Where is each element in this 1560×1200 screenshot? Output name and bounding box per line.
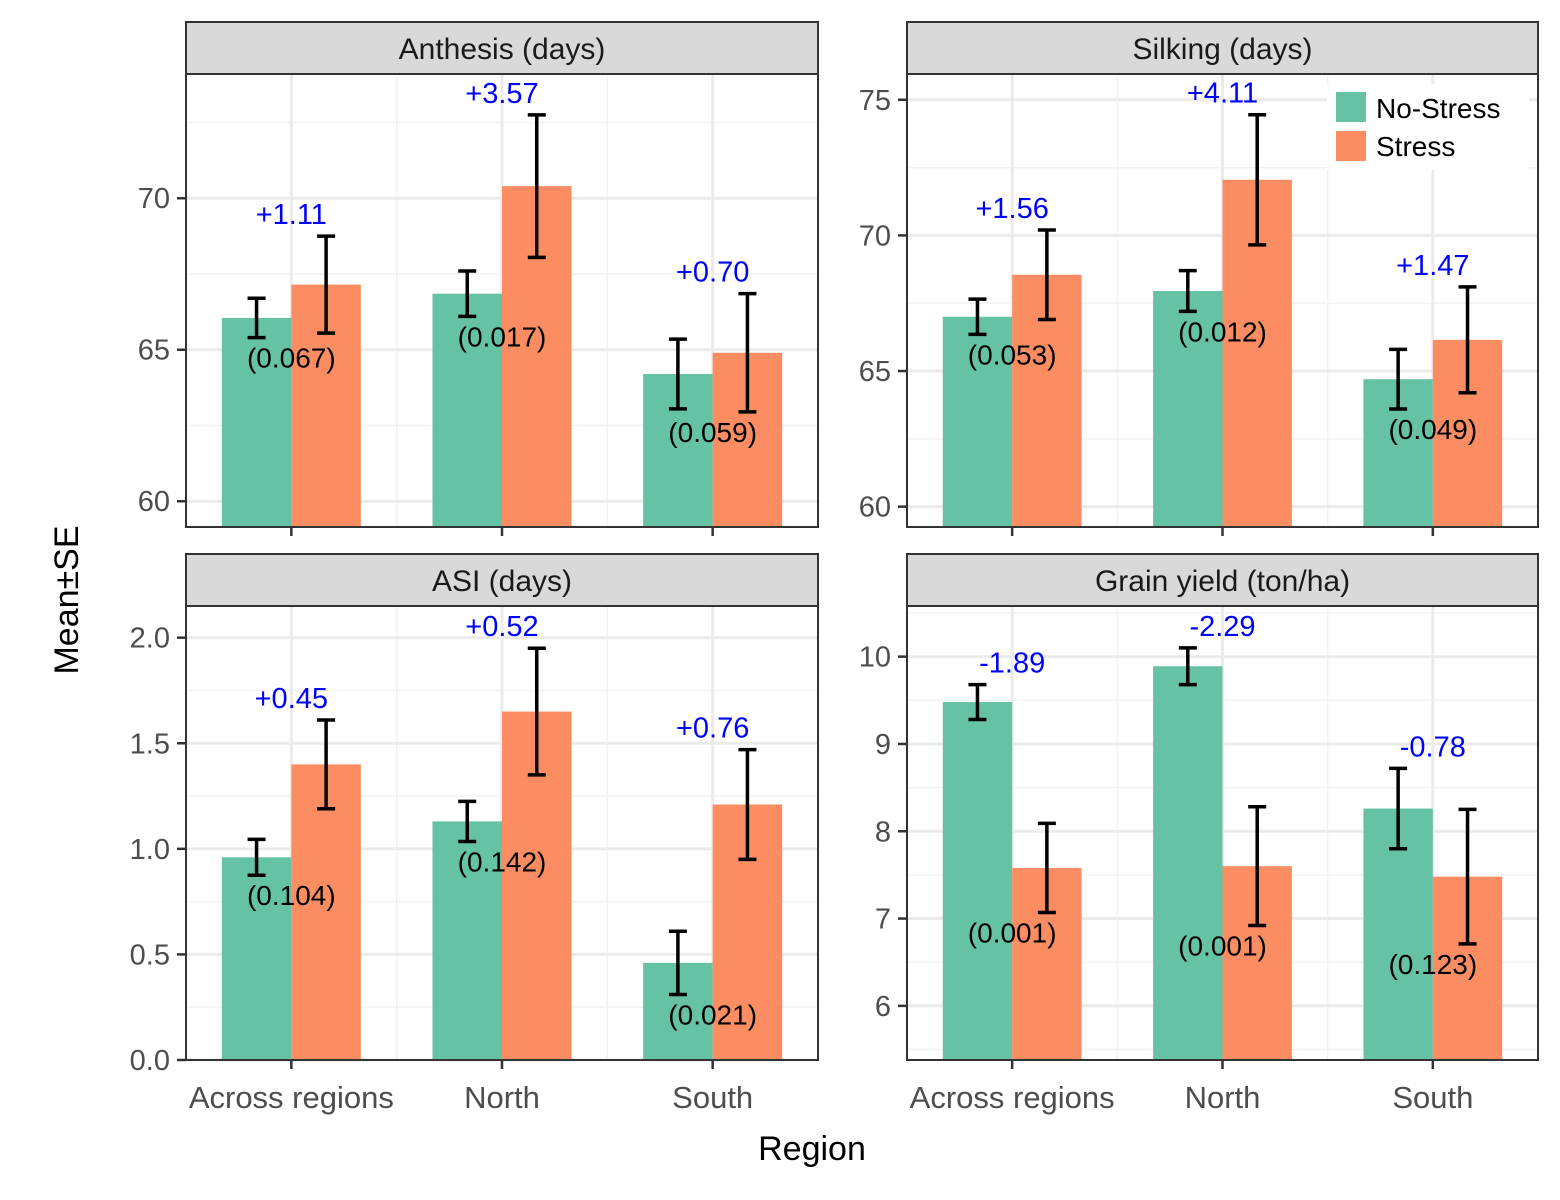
panel-4: -1.89 (0.001) -2.29 (0.001) -0.78 (0.123) Grai… [859, 553, 1539, 1115]
y-tick-label: 9 [875, 729, 891, 761]
bar-no-stress [1153, 291, 1223, 527]
facet-strip [906, 553, 1539, 607]
difference-label: +3.57 [465, 78, 538, 110]
legend-label-no-stress: No-Stress [1376, 93, 1500, 124]
x-tick-label: South [672, 1080, 753, 1115]
bar-no-stress [221, 857, 292, 1060]
x-tick-label: Across regions [910, 1080, 1115, 1115]
p-value-label: (0.049) [1388, 414, 1477, 445]
facet-title: Anthesis (days) [399, 33, 606, 66]
bar-stress [291, 764, 361, 1060]
bar-no-stress [432, 293, 502, 527]
x-tick-label: North [464, 1080, 540, 1115]
y-tick-label: 65 [138, 335, 170, 367]
p-value-label: (0.001) [968, 917, 1057, 948]
y-axis-label: Mean±SE [48, 525, 86, 674]
p-value-label: (0.001) [1178, 931, 1267, 962]
x-tick-label: Across regions [189, 1080, 394, 1115]
y-tick-label: 70 [138, 183, 170, 215]
panel-2: +1.56 (0.053) +4.11 (0.012) +1.47 (0.049) Silk… [859, 21, 1539, 536]
difference-label: +0.45 [255, 683, 328, 715]
facet-title: Grain yield (ton/ha) [1095, 565, 1350, 598]
y-tick-label: 65 [859, 356, 891, 388]
difference-label: -1.89 [979, 648, 1045, 680]
y-tick-label: 0.5 [130, 939, 170, 971]
difference-label: +0.70 [676, 257, 749, 289]
y-tick-label: 0.0 [130, 1045, 170, 1077]
facet-title: ASI (days) [432, 565, 572, 598]
x-tick-label: North [1185, 1080, 1261, 1115]
x-tick-label: South [1392, 1080, 1473, 1115]
difference-label: +1.47 [1396, 250, 1469, 282]
p-value-label: (0.021) [668, 1000, 757, 1031]
y-tick-label: 75 [859, 85, 891, 117]
y-tick-label: 7 [875, 904, 891, 936]
y-tick-label: 8 [875, 816, 891, 848]
difference-label: -2.29 [1189, 611, 1255, 643]
difference-label: +1.11 [256, 199, 327, 231]
bar-no-stress [942, 316, 1013, 527]
facet-strip [185, 553, 819, 607]
p-value-label: (0.123) [1388, 949, 1477, 980]
p-value-label: (0.104) [247, 880, 336, 911]
y-tick-label: 2.0 [130, 623, 170, 655]
p-value-label: (0.017) [458, 321, 547, 352]
bar-no-stress [942, 702, 1013, 1060]
p-value-label: (0.012) [1178, 316, 1267, 347]
legend: No-Stress Stress [1327, 84, 1529, 170]
p-value-label: (0.067) [247, 343, 336, 374]
y-tick-label: 1.5 [130, 728, 170, 760]
y-tick-label: 10 [859, 642, 891, 674]
y-tick-label: 60 [138, 486, 170, 518]
y-tick-label: 60 [859, 492, 891, 524]
y-tick-label: 1.0 [130, 834, 170, 866]
difference-label: +0.76 [676, 713, 749, 745]
legend-label-stress: Stress [1376, 131, 1455, 162]
legend-key-no-stress [1336, 92, 1366, 122]
y-tick-label: 70 [859, 220, 891, 252]
bar-no-stress [221, 317, 292, 527]
facet-strip [906, 21, 1539, 75]
panel-layer: +1.11 (0.067) +3.57 (0.017) +0.70 (0.059) Anth… [130, 21, 1539, 1115]
difference-label: +1.56 [975, 193, 1048, 225]
facet-strip [185, 21, 819, 75]
panel-1: +1.11 (0.067) +3.57 (0.017) +0.70 (0.059) Anth… [138, 21, 819, 536]
difference-label: -0.78 [1400, 731, 1466, 763]
difference-label: +0.52 [465, 611, 538, 643]
legend-key-stress [1336, 131, 1366, 161]
difference-label: +4.11 [1187, 78, 1258, 110]
p-value-label: (0.053) [968, 339, 1057, 370]
p-value-label: (0.059) [668, 417, 757, 448]
bar-no-stress [1153, 666, 1223, 1060]
bar-no-stress [432, 821, 502, 1060]
p-value-label: (0.142) [458, 846, 547, 877]
facet-title: Silking (days) [1132, 33, 1312, 66]
panel-3: +0.45 (0.104) +0.52 (0.142) +0.76 (0.021) ASI … [130, 553, 819, 1115]
y-tick-label: 6 [875, 991, 891, 1023]
x-axis-label: Region [758, 1130, 866, 1168]
